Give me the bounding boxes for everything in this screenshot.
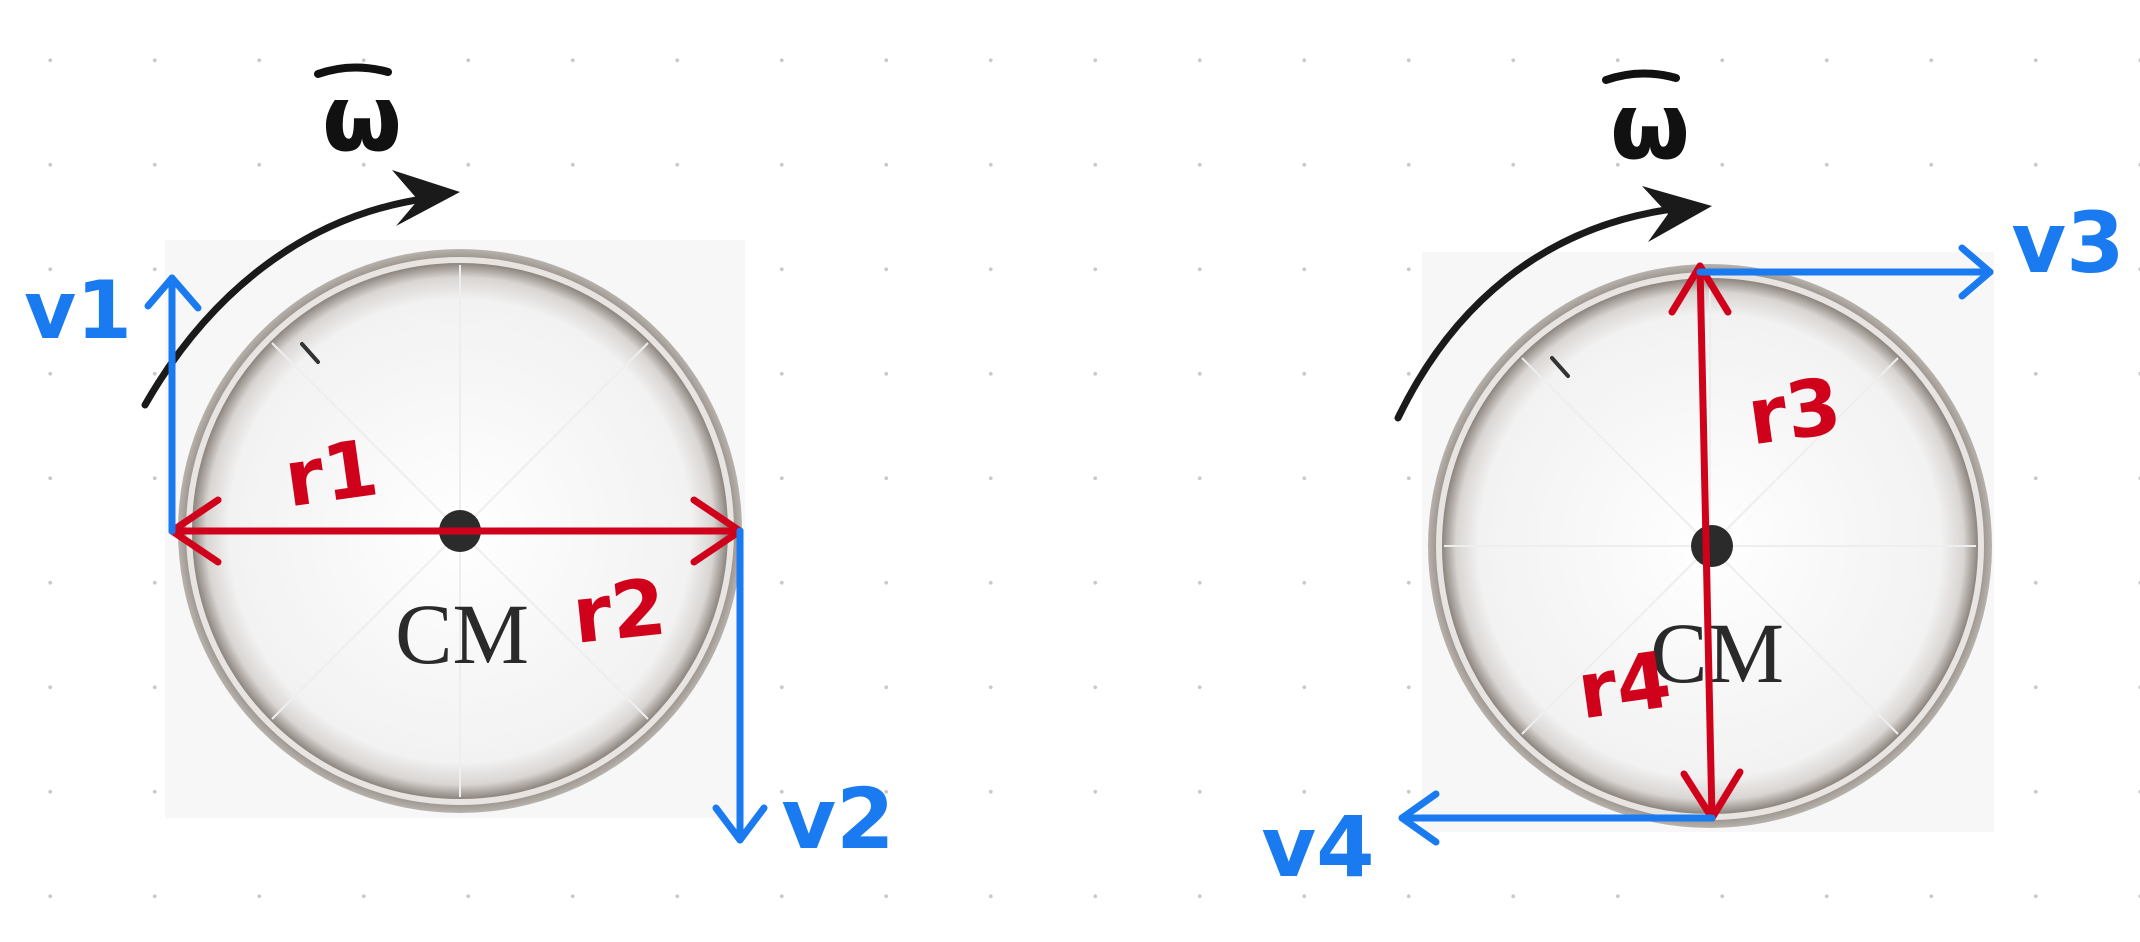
left-wheel-group: CM ω r1 r2 v1 v2 <box>24 63 895 868</box>
right-wheel-group: CM ω r3 r4 v3 v4 <box>1261 69 2125 896</box>
v4-label: v4 <box>1261 798 1374 896</box>
r1-label: r1 <box>279 423 383 525</box>
left-wheel-tick-mark <box>300 342 320 364</box>
left-velocity-vectors <box>144 274 768 844</box>
right-rotation-arrow <box>1394 204 1684 422</box>
right-omega-label: ω <box>1610 73 1690 180</box>
r3-arrowhead <box>1668 262 1732 316</box>
r4-label: r4 <box>1572 635 1676 737</box>
v2-label: v2 <box>781 770 894 868</box>
right-cm-label: CM <box>1650 605 1784 701</box>
v3-label: v3 <box>2011 194 2124 292</box>
v1-arrowhead <box>144 274 202 312</box>
v1-label: v1 <box>24 264 132 357</box>
left-cm-label: CM <box>395 586 529 682</box>
v4-arrowhead <box>1398 790 1440 846</box>
right-wheel-tick-mark <box>1550 356 1570 378</box>
right-omega-vector-bar <box>1602 69 1680 84</box>
right-center-of-mass-dot <box>1691 525 1733 567</box>
v3-arrowhead <box>1958 244 1994 300</box>
left-omega-label: ω <box>322 65 402 172</box>
r2-label: r2 <box>568 563 670 662</box>
left-rotation-arrowhead <box>392 170 460 226</box>
r3-label: r3 <box>1742 361 1846 463</box>
right-velocity-vectors <box>1398 244 1994 846</box>
right-rotation-arrowhead <box>1642 186 1712 242</box>
right-radius-axis-line <box>1696 262 1716 822</box>
v2-arrowhead <box>712 804 768 844</box>
left-omega-vector-bar <box>314 63 392 78</box>
